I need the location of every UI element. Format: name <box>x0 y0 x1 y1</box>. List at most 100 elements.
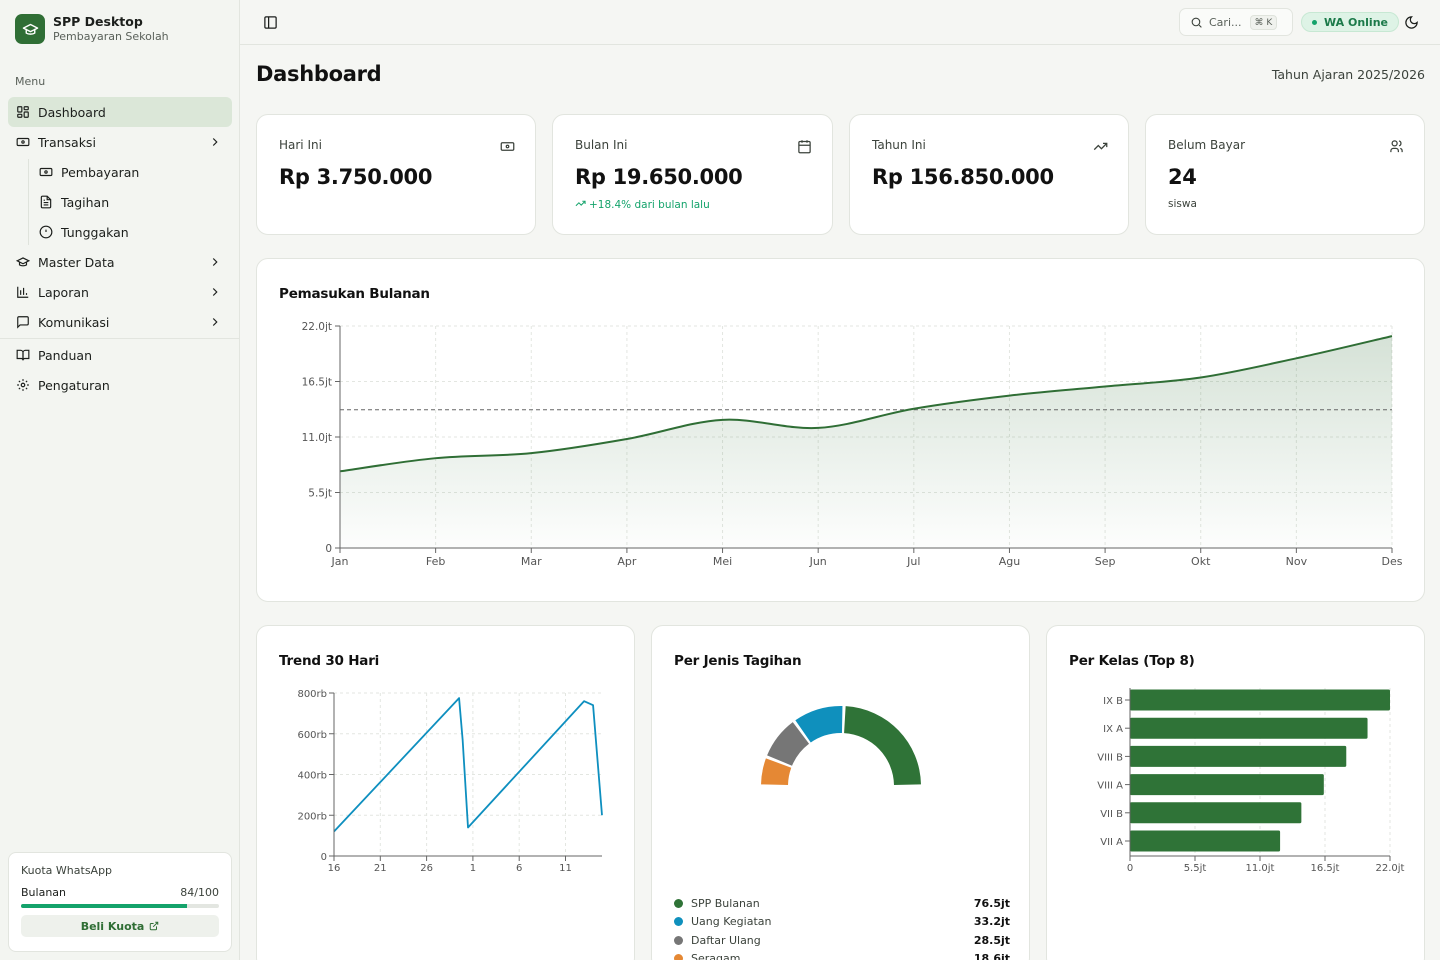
stat-unit: siswa <box>1168 198 1197 210</box>
x-tick-label: Jan <box>331 555 349 568</box>
transaksi-submenu: Pembayaran Tagihan Tunggakan <box>8 157 232 247</box>
stat-value: Rp 156.850.000 <box>872 165 1054 189</box>
stat-card-month: Bulan Ini Rp 19.650.000 +18.4% dari bula… <box>552 114 833 235</box>
chart-title: Trend 30 Hari <box>279 653 380 669</box>
legend-item: Seragam 18.6jt <box>674 950 1010 960</box>
legend-label: Uang Kegiatan <box>691 915 772 929</box>
x-tick-label: 22.0jt <box>1376 863 1405 874</box>
search-shortcut: ⌘ K <box>1249 14 1278 30</box>
legend-swatch <box>674 917 683 927</box>
banknote-icon <box>500 139 515 154</box>
sidebar-item-laporan[interactable]: Laporan <box>8 277 232 307</box>
wa-status-label: WA Online <box>1324 15 1388 29</box>
x-tick-label: Mei <box>713 555 732 568</box>
graduation-cap-icon <box>16 255 30 269</box>
x-tick-label: Des <box>1382 555 1403 568</box>
search-placeholder: Cari... <box>1209 15 1242 29</box>
banknote-icon <box>39 165 53 179</box>
academic-year: Tahun Ajaran 2025/2026 <box>1271 67 1425 82</box>
pie-slice-0 <box>844 706 921 785</box>
stat-value: 24 <box>1168 165 1197 189</box>
y-tick-label: VII B <box>1100 809 1123 820</box>
external-link-icon <box>149 921 159 931</box>
sidebar-divider <box>0 338 240 339</box>
y-tick-label: 400rb <box>297 771 327 782</box>
x-tick-label: 6 <box>516 863 522 874</box>
chevron-right-icon <box>208 285 222 299</box>
sidebar-item-tagihan[interactable]: Tagihan <box>8 187 232 217</box>
x-tick-label: 26 <box>420 863 433 874</box>
y-tick-label: 22.0jt <box>302 321 332 333</box>
stat-card-year: Tahun Ini Rp 156.850.000 <box>849 114 1129 235</box>
sidebar-item-komunikasi[interactable]: Komunikasi <box>8 307 232 337</box>
sidebar-item-panduan[interactable]: Panduan <box>8 340 232 370</box>
book-open-icon <box>16 348 30 362</box>
chart-title: Per Kelas (Top 8) <box>1069 653 1195 669</box>
x-tick-label: Jul <box>906 555 920 568</box>
y-tick-label: 800rb <box>297 689 327 700</box>
brand[interactable]: SPP Desktop Pembayaran Sekolah <box>15 14 169 44</box>
moon-icon[interactable] <box>1404 15 1419 30</box>
sidebar-item-label: Tagihan <box>61 194 110 210</box>
legend-label: SPP Bulanan <box>691 896 760 910</box>
x-tick-label: 11 <box>559 863 572 874</box>
per-bill-type-card: Per Jenis Tagihan SPP Bulanan 76.5jt Uang … <box>651 625 1030 960</box>
quota-progress-bar <box>21 904 219 908</box>
sidebar-item-label: Komunikasi <box>38 314 110 330</box>
x-tick-label: Jun <box>809 555 827 568</box>
quota-title: Kuota WhatsApp <box>21 864 113 877</box>
sidebar-item-dashboard[interactable]: Dashboard <box>8 97 232 127</box>
monthly-income-card: Pemasukan Bulanan 0 5.5jt 11.0jt 16.5jt 22.0… <box>256 258 1425 602</box>
y-tick-label: IX B <box>1103 696 1123 707</box>
chevron-right-icon <box>208 135 222 149</box>
sidebar-item-label: Master Data <box>38 254 115 270</box>
y-tick-label: VII A <box>1100 837 1123 848</box>
trending-up-icon <box>1093 139 1108 154</box>
x-tick-label: Nov <box>1286 555 1308 568</box>
y-tick-label: 11.0jt <box>302 432 332 444</box>
sidebar-item-transaksi[interactable]: Transaksi <box>8 127 232 157</box>
status-dot <box>1312 19 1317 25</box>
sidebar-toggle-icon[interactable] <box>263 15 278 30</box>
stat-card-today: Hari Ini Rp 3.750.000 <box>256 114 536 235</box>
alert-circle-icon <box>39 225 53 239</box>
search-icon <box>1190 16 1203 29</box>
x-tick-label: 16 <box>328 863 341 874</box>
sidebar-item-pembayaran[interactable]: Pembayaran <box>8 157 232 187</box>
chevron-right-icon <box>208 255 222 269</box>
stat-change-text: +18.4% dari bulan lalu <box>589 199 710 211</box>
search-button[interactable]: Cari... ⌘ K <box>1179 8 1293 36</box>
bar <box>1130 802 1302 824</box>
chevron-right-icon <box>208 315 222 329</box>
buy-quota-button[interactable]: Beli Kuota <box>21 915 219 937</box>
banknote-icon <box>16 135 30 149</box>
sidebar-item-tunggakan[interactable]: Tunggakan <box>8 217 232 247</box>
sidebar: SPP Desktop Pembayaran Sekolah Menu Dash… <box>0 0 240 960</box>
legend-label: Daftar Ulang <box>691 933 761 947</box>
x-tick-label: Apr <box>617 555 637 568</box>
sidebar-item-pengaturan[interactable]: Pengaturan <box>8 370 232 400</box>
bar <box>1130 717 1368 739</box>
brand-subtitle: Pembayaran Sekolah <box>53 30 169 43</box>
bar-chart-icon <box>16 285 30 299</box>
calendar-icon <box>797 139 812 154</box>
x-tick-label: 21 <box>374 863 387 874</box>
bar <box>1130 689 1390 711</box>
x-tick-label: 5.5jt <box>1184 863 1207 874</box>
legend-label: Seragam <box>691 952 741 960</box>
series-line <box>339 335 1393 473</box>
x-tick-label: Feb <box>426 555 445 568</box>
quota-period: Bulanan <box>21 886 66 899</box>
buy-quota-label: Beli Kuota <box>80 919 145 933</box>
y-tick-label: 16.5jt <box>302 377 332 389</box>
x-tick-label: Agu <box>999 555 1020 568</box>
sidebar-item-master-data[interactable]: Master Data <box>8 247 232 277</box>
bar <box>1130 745 1347 767</box>
x-tick-label: Sep <box>1095 555 1116 568</box>
topbar: Cari... ⌘ K WA Online <box>240 0 1440 45</box>
wa-status-badge[interactable]: WA Online <box>1301 12 1399 32</box>
stat-label: Hari Ini <box>279 138 322 152</box>
sidebar-item-label: Panduan <box>38 347 92 363</box>
quota-progress-fill <box>21 904 188 908</box>
